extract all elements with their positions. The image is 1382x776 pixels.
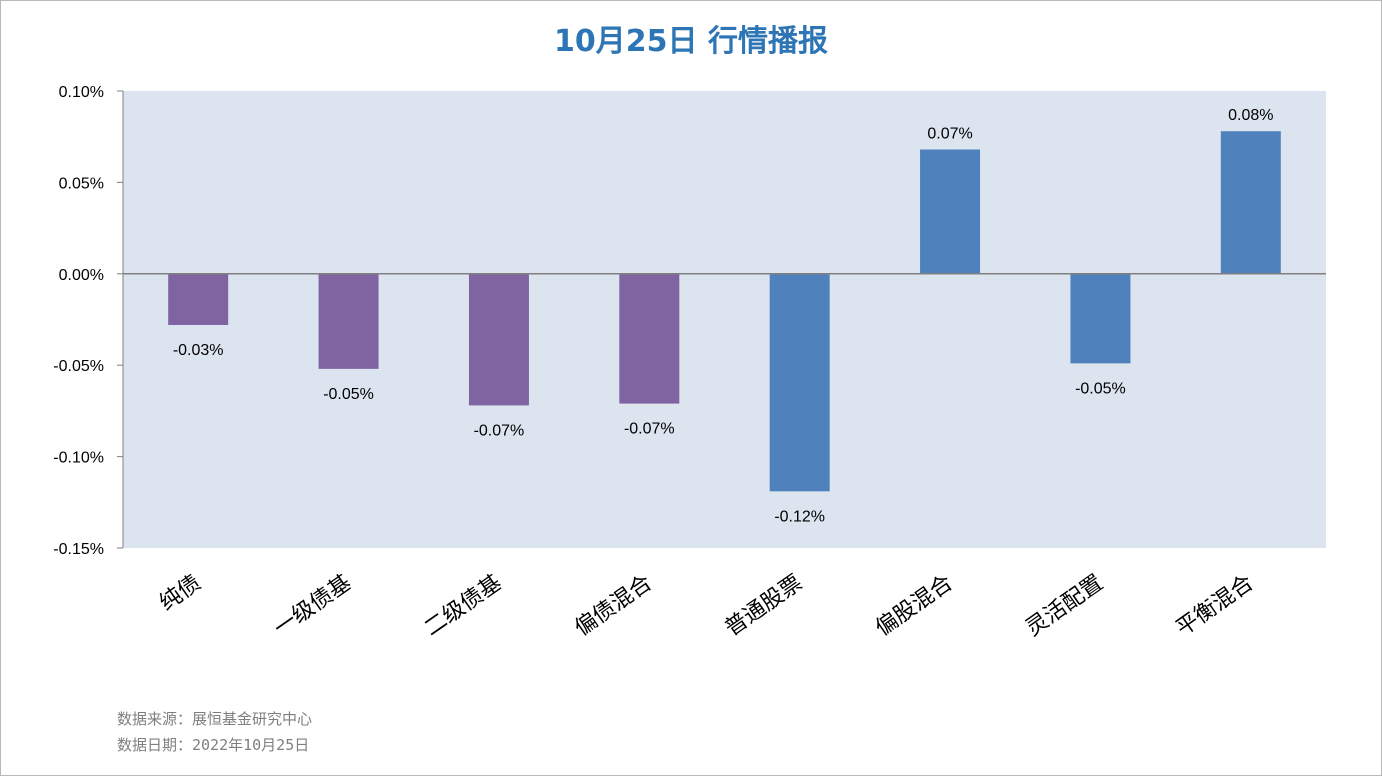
- y-tick-label: 0.00%: [59, 267, 104, 284]
- bar: [318, 273, 379, 369]
- data-label: -0.05%: [1075, 380, 1126, 397]
- bar: [1220, 131, 1281, 274]
- y-tick-label: -0.10%: [53, 450, 104, 467]
- data-label: -0.03%: [173, 342, 224, 359]
- y-tick-label: -0.05%: [53, 358, 104, 375]
- category-label: 偏股混合: [871, 570, 957, 641]
- data-label: -0.07%: [624, 421, 675, 438]
- data-label: 0.08%: [1228, 107, 1273, 124]
- category-label: 普通股票: [721, 570, 807, 641]
- y-tick-label: 0.05%: [59, 175, 104, 192]
- data-label: -0.12%: [774, 508, 825, 525]
- y-tick-label: -0.15%: [53, 541, 104, 558]
- category-label: 灵活配置: [1021, 570, 1107, 641]
- source-note: 数据来源：展恒基金研究中心: [117, 710, 313, 728]
- date-note: 数据日期：2022年10月25日: [117, 736, 310, 754]
- category-label: 偏债混合: [570, 570, 656, 641]
- category-label: 平衡混合: [1172, 570, 1258, 641]
- bar: [468, 273, 529, 406]
- y-tick-label: 0.10%: [59, 84, 104, 101]
- data-label: -0.07%: [474, 422, 525, 439]
- category-label: 纯债: [155, 570, 205, 616]
- bar: [920, 149, 981, 274]
- bar: [769, 273, 830, 492]
- plot-area: [123, 91, 1326, 548]
- bar: [168, 273, 229, 325]
- data-label: -0.05%: [323, 386, 374, 403]
- bar: [619, 273, 680, 404]
- data-label: 0.07%: [927, 125, 972, 142]
- bar: [1070, 273, 1131, 364]
- chart-title: 10月25日 行情播报: [554, 24, 828, 59]
- category-label: 一级债基: [270, 570, 356, 641]
- category-label: 二级债基: [420, 570, 506, 641]
